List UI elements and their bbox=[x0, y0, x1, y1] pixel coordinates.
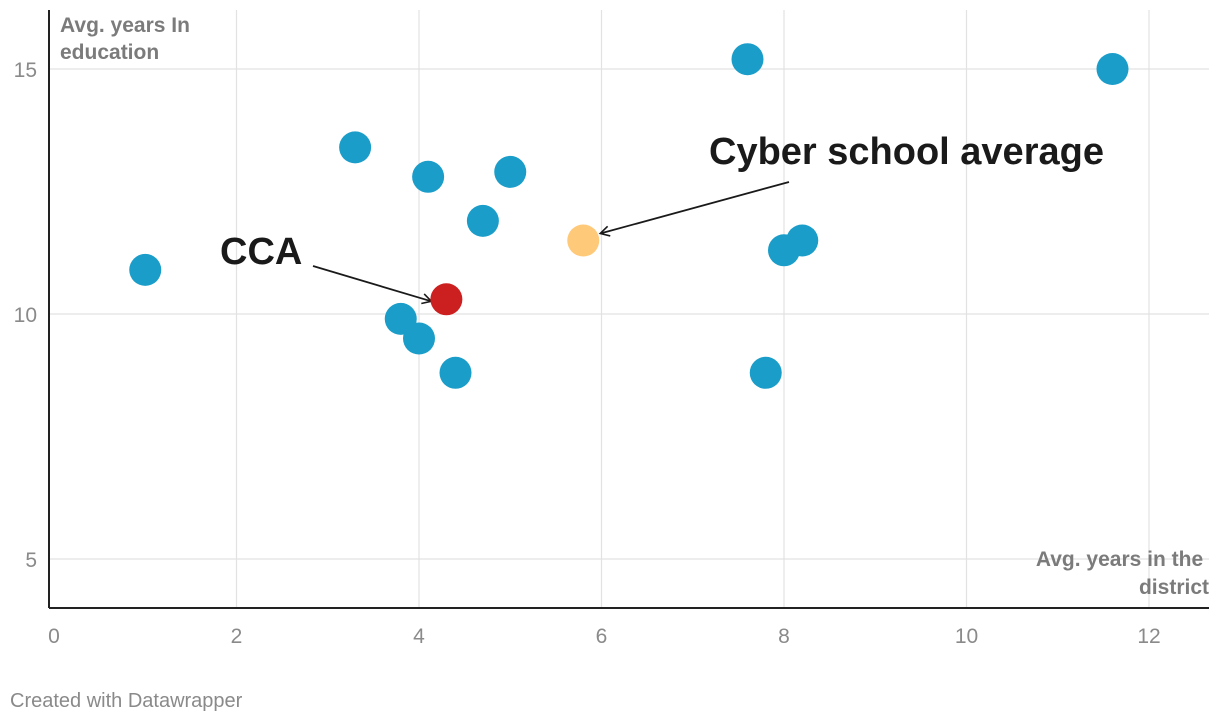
data-point-8 bbox=[731, 43, 764, 76]
x-tick-label-4: 4 bbox=[413, 625, 425, 648]
data-point-2 bbox=[412, 160, 445, 193]
data-point-7 bbox=[439, 356, 472, 389]
annotation-cca-arrow bbox=[312, 265, 433, 305]
data-point-0 bbox=[129, 253, 162, 286]
data-point-average bbox=[567, 224, 600, 257]
y-axis-title: Avg. years In education bbox=[60, 14, 196, 64]
grid bbox=[49, 10, 1209, 608]
x-tick-label-2: 2 bbox=[231, 625, 243, 648]
annotation-average-arrow bbox=[598, 181, 790, 237]
annotation-arrows bbox=[312, 181, 790, 305]
x-tick-label-0: 0 bbox=[48, 625, 60, 648]
x-tick-label-12: 12 bbox=[1137, 625, 1160, 648]
y-tick-label-10: 10 bbox=[14, 304, 37, 327]
data-point-9 bbox=[1096, 53, 1129, 85]
annotation-cca-label: CCA bbox=[220, 231, 302, 273]
data-points bbox=[129, 43, 1129, 389]
x-axis-title: Avg. years in the district bbox=[1036, 548, 1209, 599]
data-point-11 bbox=[786, 224, 819, 257]
x-axis-ticks: 0 2 4 6 8 10 12 bbox=[48, 625, 1161, 648]
data-point-1 bbox=[339, 131, 372, 164]
annotation-average-label: Cyber school average bbox=[709, 131, 1104, 173]
credit-text: Created with Datawrapper bbox=[10, 690, 243, 712]
x-tick-label-10: 10 bbox=[955, 625, 978, 648]
y-tick-label-15: 15 bbox=[14, 59, 37, 82]
x-tick-label-8: 8 bbox=[778, 625, 790, 648]
x-tick-label-6: 6 bbox=[596, 625, 608, 648]
axes bbox=[48, 10, 1209, 609]
data-point-12 bbox=[749, 356, 782, 389]
data-point-cca bbox=[430, 283, 463, 316]
y-axis-ticks: 5 10 15 bbox=[14, 59, 37, 572]
data-point-6 bbox=[403, 322, 435, 355]
data-point-4 bbox=[466, 204, 499, 237]
y-tick-label-5: 5 bbox=[25, 549, 37, 572]
data-point-3 bbox=[494, 155, 527, 188]
